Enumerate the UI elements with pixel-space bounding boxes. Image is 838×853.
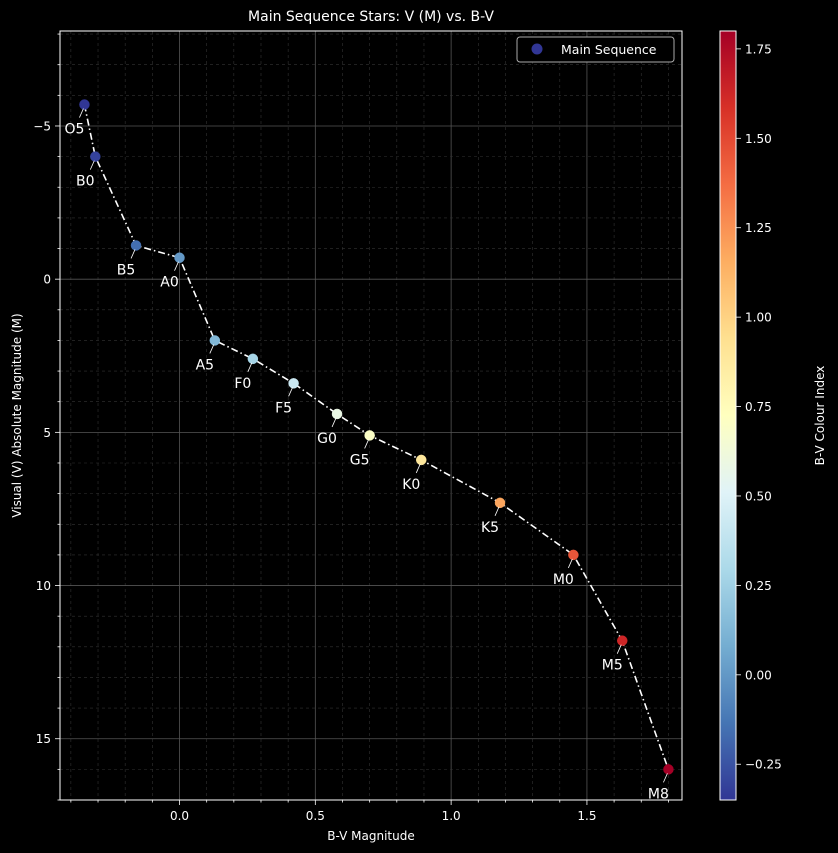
point-labels: O5 B0 B5 A0 A5 F0 F5 G0 G5 K0 K5 M0 M5 M8 [64, 108, 669, 802]
legend-box [516, 36, 675, 63]
chart-title: Main Sequence Stars: V (M) vs. B-V [248, 9, 494, 25]
colorbar-gradient [719, 30, 737, 801]
data-point [568, 549, 579, 561]
point-label: A0 [160, 275, 178, 291]
data-point [364, 430, 375, 441]
point-label: K5 [481, 520, 499, 536]
colorbar-tick-label: 1.25 [745, 221, 772, 235]
y-tick-label: 15 [36, 732, 51, 746]
data-point [247, 353, 259, 365]
y-tick-label: −5 [33, 119, 51, 133]
colorbar: −0.25 0.00 0.25 0.50 0.75 1.00 1.25 1.50 1.75 B-… [719, 30, 827, 801]
series-points [79, 99, 674, 775]
label-leader [663, 773, 668, 783]
legend-entry: Main Sequence [561, 42, 657, 57]
colorbar-ticks: −0.25 0.00 0.25 0.50 0.75 1.00 1.25 1.50 1.75 [736, 42, 782, 772]
legend-marker [531, 43, 543, 55]
point-label: O5 [64, 122, 84, 138]
data-point [494, 497, 506, 509]
point-label: M8 [648, 786, 669, 802]
point-label: F0 [234, 376, 251, 392]
label-leader [174, 261, 179, 271]
label-leader [89, 160, 95, 170]
label-leader [209, 344, 215, 354]
data-point [79, 99, 90, 110]
data-point [90, 151, 101, 162]
y-tick-label: 5 [43, 426, 51, 440]
label-leader [616, 644, 622, 654]
label-leader [130, 249, 136, 259]
point-label: B5 [117, 262, 136, 278]
colorbar-tick-label: 1.50 [745, 132, 772, 146]
x-tick-label: 1.5 [577, 809, 596, 823]
colorbar-label: B-V Colour Index [813, 366, 827, 466]
series-line [83, 104, 670, 770]
colorbar-tick-label: 0.50 [745, 489, 772, 503]
x-tick-label: 1.0 [442, 809, 461, 823]
point-label: G0 [317, 431, 337, 447]
label-leader [415, 463, 421, 474]
y-tick-label: 10 [36, 579, 51, 593]
colorbar-tick-label: −0.25 [745, 758, 782, 772]
label-leader [288, 387, 293, 397]
x-axis-label: B-V Magnitude [327, 829, 414, 843]
label-leader [79, 108, 84, 118]
data-point [663, 764, 674, 775]
point-label: G5 [350, 452, 370, 468]
data-point [130, 240, 142, 251]
colorbar-tick-label: 0.75 [745, 400, 772, 414]
y-axis-label: Visual (V) Absolute Magnitude (M) [10, 313, 24, 517]
point-label: K0 [402, 477, 420, 493]
data-point [331, 408, 343, 420]
series-line-path [83, 104, 670, 770]
point-label: F5 [275, 400, 292, 416]
y-axis: −5 0 5 10 15 [33, 33, 60, 801]
grid [60, 31, 682, 801]
label-leader [364, 439, 370, 449]
colorbar-tick-label: 0.00 [745, 668, 772, 682]
colorbar-tick-label: 0.25 [745, 579, 772, 593]
point-label: B0 [76, 174, 95, 190]
x-tick-label: 0.5 [306, 809, 325, 823]
data-point [288, 378, 299, 389]
plot-frame [59, 30, 683, 801]
legend: Main Sequence [516, 36, 675, 63]
y-tick-label: 0 [43, 273, 51, 287]
data-point [616, 635, 628, 646]
data-point [415, 454, 427, 466]
point-label: M0 [553, 572, 574, 588]
label-leader [494, 506, 500, 516]
colorbar-tick-label: 1.75 [745, 42, 772, 56]
colorbar-tick-label: 1.00 [745, 311, 772, 325]
x-axis: 0.0 0.5 1.0 1.5 [70, 800, 669, 823]
data-point [209, 335, 221, 346]
x-tick-label: 0.0 [170, 809, 189, 823]
label-leader [247, 362, 253, 372]
point-label: A5 [196, 357, 214, 373]
label-leader [331, 417, 337, 428]
point-label: M5 [602, 658, 623, 674]
data-point [174, 252, 185, 263]
label-leader [567, 558, 573, 569]
